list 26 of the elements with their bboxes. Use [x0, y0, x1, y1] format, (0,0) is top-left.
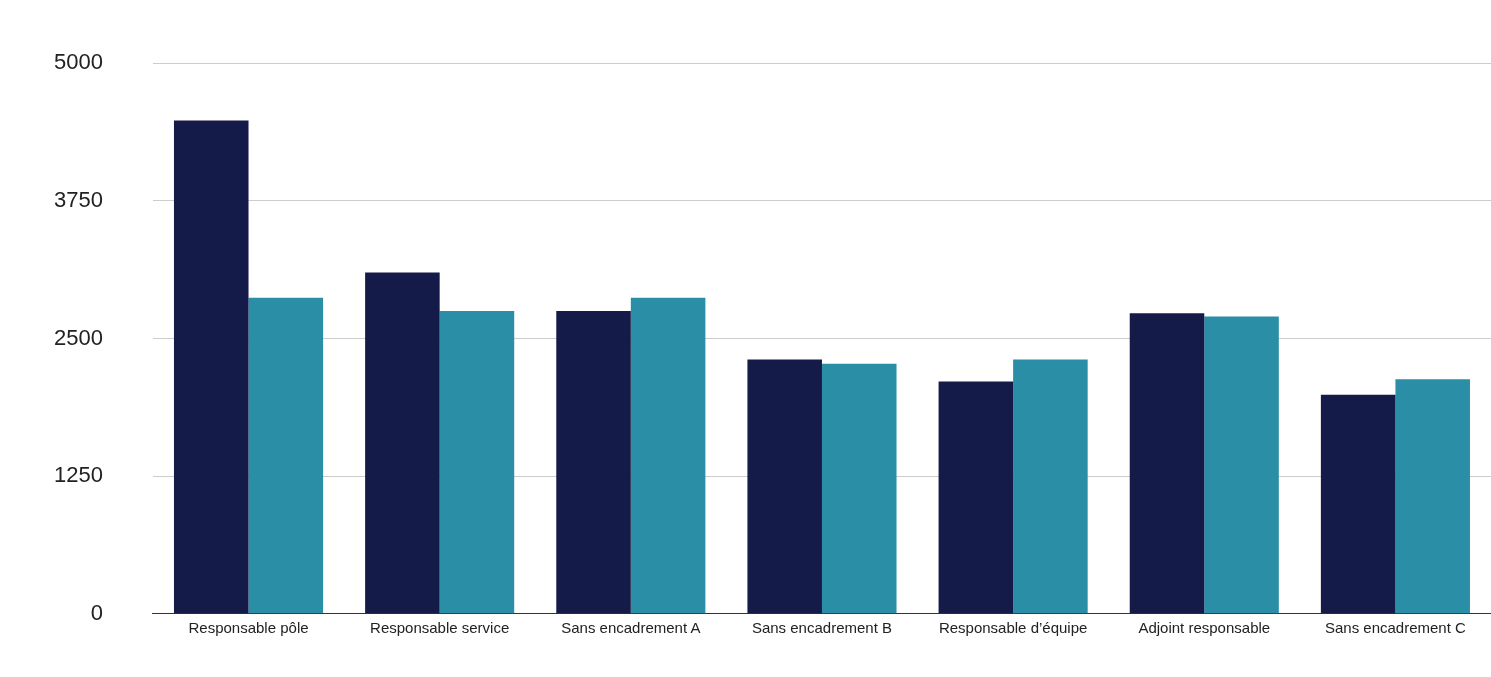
bar	[365, 272, 440, 614]
bar	[1129, 313, 1205, 614]
bar	[1204, 316, 1279, 614]
bar	[439, 310, 515, 614]
y-tick-label: 3750	[53, 186, 103, 212]
x-tick-label: Sans encadrement C	[1324, 618, 1467, 636]
y-tick-label: 2500	[53, 324, 103, 350]
bar	[173, 120, 249, 614]
y-tick-label: 5000	[53, 49, 103, 75]
bar	[556, 310, 631, 614]
bar	[821, 363, 897, 614]
x-tick-label: Responsable service	[370, 618, 510, 636]
x-tick-label: Sans encadrement B	[751, 618, 893, 636]
x-tick-label: Responsable d’équipe	[938, 618, 1088, 636]
bar	[1395, 379, 1470, 614]
bar	[248, 297, 324, 614]
bar	[630, 297, 706, 614]
x-tick-label: Responsable pôle	[188, 618, 309, 636]
y-tick-label: 1250	[53, 462, 103, 488]
bar	[1320, 394, 1396, 614]
y-tick-label: 0	[90, 599, 103, 625]
bar	[1013, 359, 1088, 614]
bar	[747, 359, 822, 614]
bar	[938, 381, 1014, 614]
x-tick-label: Sans encadrement A	[561, 618, 701, 636]
x-tick-label: Adjoint responsable	[1138, 618, 1271, 636]
